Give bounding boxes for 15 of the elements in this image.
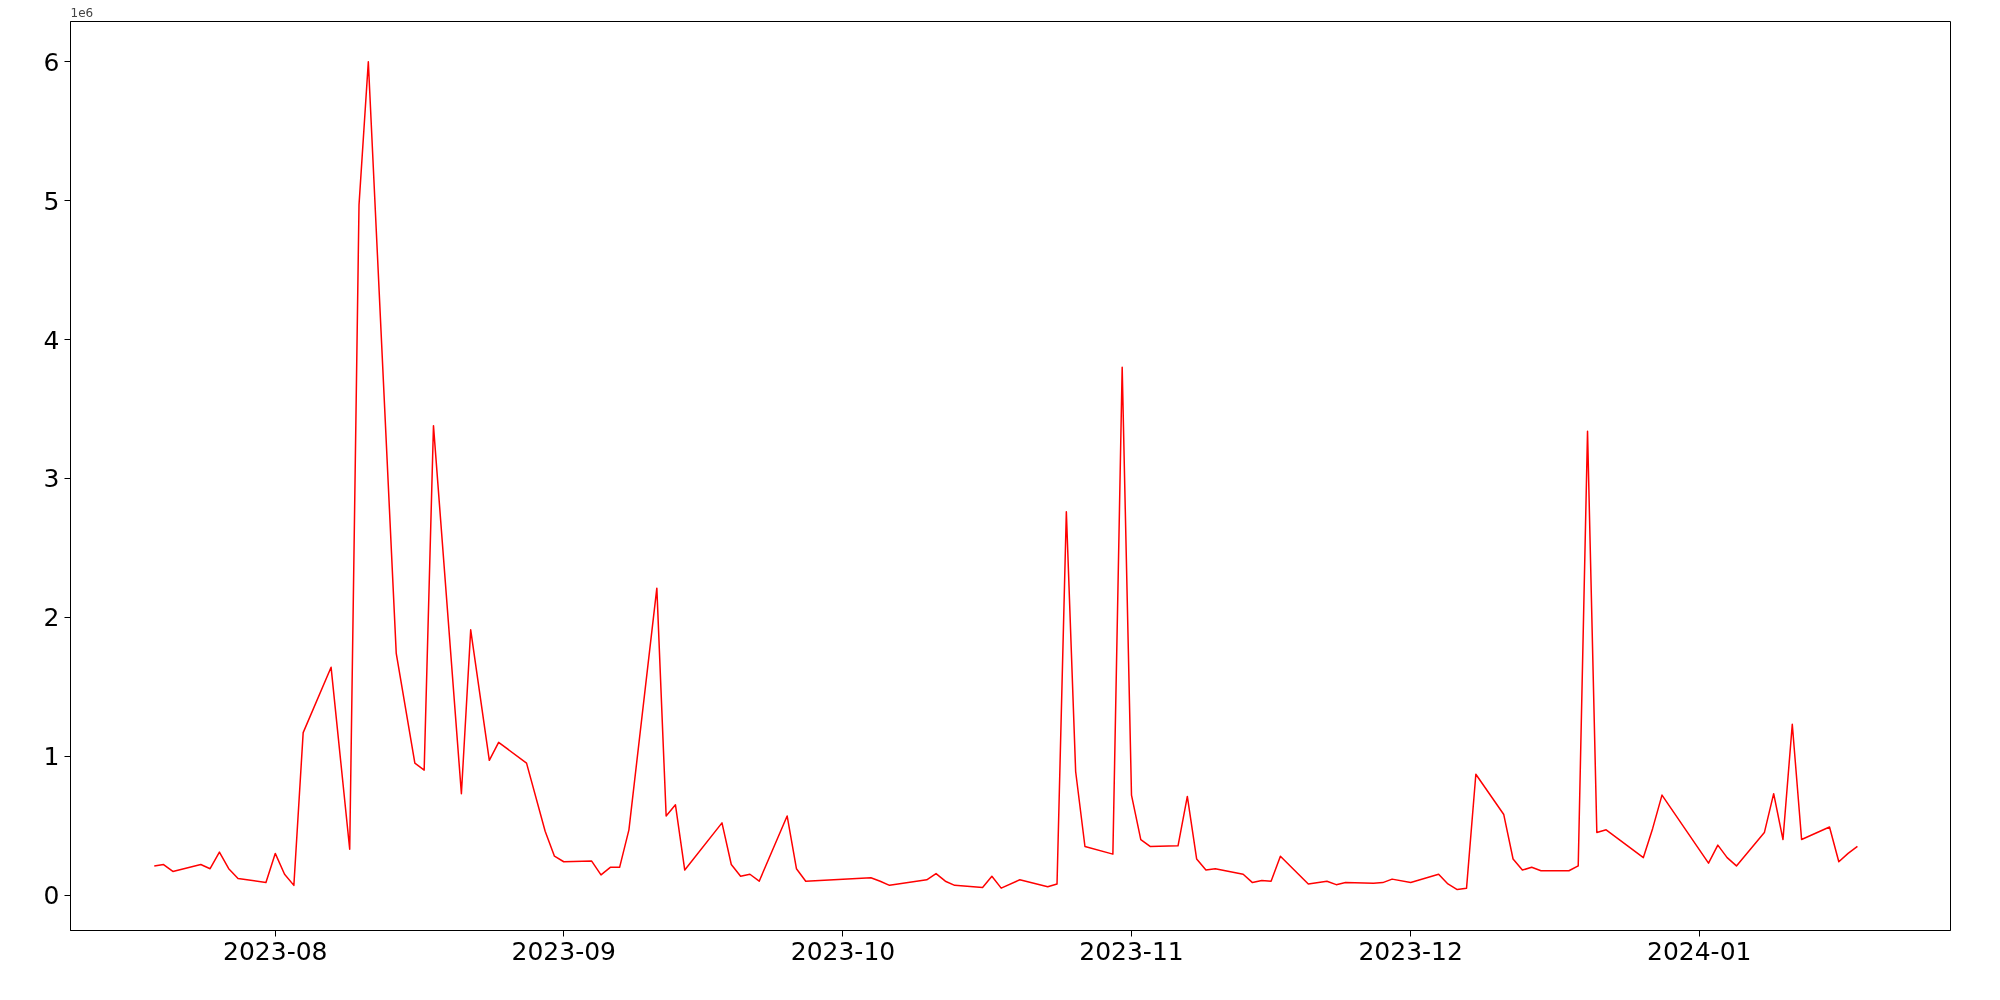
x-tick-label: 2023-10: [790, 936, 896, 966]
x-tick-label: 2024-01: [1646, 936, 1752, 966]
y-tick-label: 4: [43, 325, 60, 355]
line-series: [153, 61, 1859, 891]
y-tick-label: 6: [43, 47, 60, 77]
x-tick-label: 2023-08: [223, 936, 328, 966]
y-tick-label: 5: [43, 186, 60, 216]
x-tick-label: 2023-09: [511, 936, 617, 966]
x-tick-label: 2023-11: [1079, 936, 1184, 966]
text: 1e6: [70, 5, 94, 20]
x-tick-label: 2023-12: [1358, 936, 1463, 966]
y-tick-label: 2: [43, 603, 60, 633]
y-tick-label: 0: [43, 881, 60, 911]
y-tick-label: 1: [43, 742, 60, 772]
y-tick-label: 3: [43, 464, 60, 494]
